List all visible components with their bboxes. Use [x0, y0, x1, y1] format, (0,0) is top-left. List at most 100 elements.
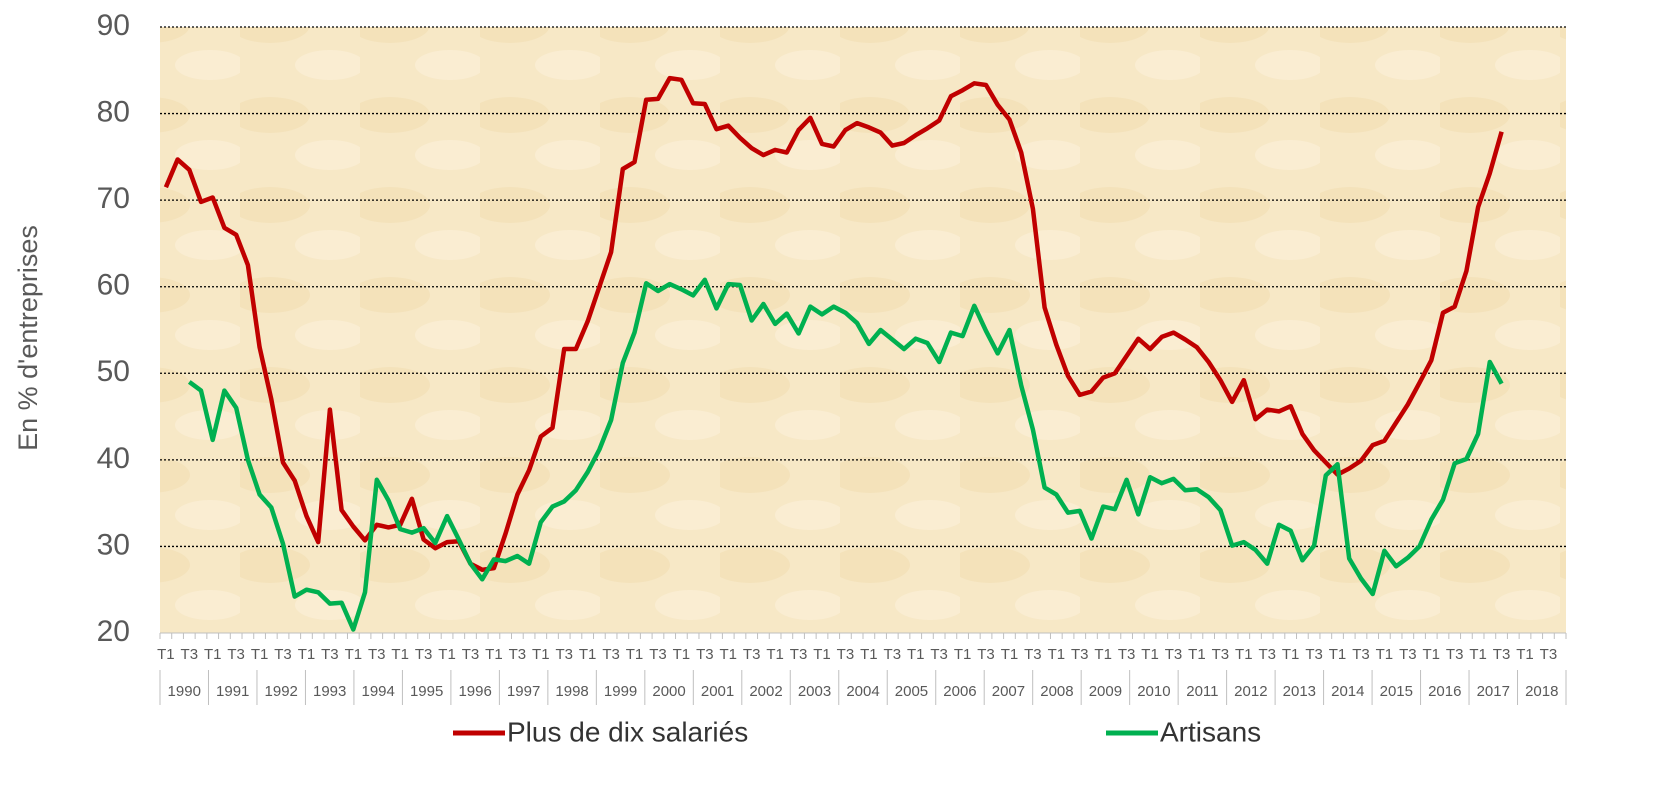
x-tick-label: T3	[1071, 646, 1089, 663]
x-tick-label: T3	[227, 646, 245, 663]
x-tick-label: T1	[298, 646, 316, 663]
x-tick-label: T3	[1024, 646, 1042, 663]
x-tick-label: T1	[720, 646, 738, 663]
x-tick-label: T3	[1446, 646, 1464, 663]
x-tick-label: T3	[368, 646, 386, 663]
year-label: 2017	[1477, 683, 1510, 700]
x-tick-label: T3	[1352, 646, 1370, 663]
y-tick-label: 50	[97, 355, 130, 388]
y-tick-label: 20	[97, 615, 130, 648]
year-label: 2007	[992, 683, 1025, 700]
x-tick-label: T1	[1235, 646, 1253, 663]
x-tick-label: T3	[1118, 646, 1136, 663]
x-tick-label: T1	[345, 646, 363, 663]
year-label: 2016	[1428, 683, 1461, 700]
x-tick-label: T1	[1376, 646, 1394, 663]
year-label: 1995	[410, 683, 443, 700]
x-tick-label: T1	[1188, 646, 1206, 663]
x-tick-label: T3	[790, 646, 808, 663]
x-tick-label: T1	[1048, 646, 1066, 663]
x-tick-label: T3	[181, 646, 199, 663]
x-tick-label: T1	[532, 646, 550, 663]
x-tick-label: T3	[743, 646, 761, 663]
x-tick-label: T1	[766, 646, 784, 663]
year-label: 2003	[798, 683, 831, 700]
x-tick-label: T1	[1329, 646, 1347, 663]
y-tick-label: 30	[97, 528, 130, 561]
x-tick-label: T1	[579, 646, 597, 663]
x-tick-label: T3	[977, 646, 995, 663]
year-label: 2005	[895, 683, 928, 700]
x-tick-label: T1	[1469, 646, 1487, 663]
y-tick-label: 80	[97, 95, 130, 128]
x-tick-label: T1	[1141, 646, 1159, 663]
y-tick-label: 40	[97, 442, 130, 475]
year-label: 1994	[361, 683, 394, 700]
legend-label: Artisans	[1160, 716, 1261, 747]
x-tick-label: T3	[1493, 646, 1511, 663]
x-tick-label: T1	[860, 646, 878, 663]
year-label: 2004	[846, 683, 879, 700]
year-label: 1998	[555, 683, 588, 700]
x-tick-label: T1	[204, 646, 222, 663]
y-tick-label: 90	[97, 9, 130, 42]
x-tick-label: T1	[813, 646, 831, 663]
x-tick-label: T1	[1516, 646, 1534, 663]
year-label: 2010	[1137, 683, 1170, 700]
x-tick-label: T3	[1305, 646, 1323, 663]
year-label: 1997	[507, 683, 540, 700]
x-tick-label: T1	[485, 646, 503, 663]
year-label: 1991	[216, 683, 249, 700]
x-tick-label: T1	[954, 646, 972, 663]
x-tick-label: T3	[837, 646, 855, 663]
x-tick-label: T1	[1001, 646, 1019, 663]
x-tick-label: T3	[274, 646, 292, 663]
year-label: 2001	[701, 683, 734, 700]
year-label: 1999	[604, 683, 637, 700]
x-tick-label: T3	[415, 646, 433, 663]
x-tick-label: T1	[1094, 646, 1112, 663]
x-tick-label: T3	[649, 646, 667, 663]
x-tick-label: T1	[673, 646, 691, 663]
year-label: 1990	[168, 683, 201, 700]
x-tick-label: T3	[696, 646, 714, 663]
series-line	[163, 75, 1504, 573]
year-label: 2013	[1283, 683, 1316, 700]
year-label: 2006	[943, 683, 976, 700]
year-label: 2012	[1234, 683, 1267, 700]
y-tick-label: 60	[97, 269, 130, 302]
x-tick-label: T3	[1258, 646, 1276, 663]
x-tick-label: T1	[1282, 646, 1300, 663]
x-tick-label: T3	[1212, 646, 1230, 663]
year-label: 2008	[1040, 683, 1073, 700]
x-tick-label: T1	[1423, 646, 1441, 663]
x-tick-label: T3	[1399, 646, 1417, 663]
x-tick-label: T1	[438, 646, 456, 663]
series-line	[187, 277, 1504, 632]
x-tick-label: T3	[509, 646, 527, 663]
x-tick-label: T1	[391, 646, 409, 663]
year-label: 2000	[652, 683, 685, 700]
x-tick-label: T3	[1540, 646, 1558, 663]
year-label: 2018	[1525, 683, 1558, 700]
year-label: 1992	[265, 683, 298, 700]
x-tick-label: T1	[626, 646, 644, 663]
year-label: 1996	[458, 683, 491, 700]
year-label: 2014	[1331, 683, 1364, 700]
x-tick-label: T3	[321, 646, 339, 663]
legend-label: Plus de dix salariés	[507, 716, 748, 747]
y-axis-label: En % d'entreprises	[13, 225, 43, 451]
year-label: 2015	[1380, 683, 1413, 700]
year-label: 1993	[313, 683, 346, 700]
year-label: 2002	[749, 683, 782, 700]
year-label: 2009	[1089, 683, 1122, 700]
x-tick-label: T3	[462, 646, 480, 663]
x-tick-label: T1	[251, 646, 269, 663]
x-tick-label: T1	[907, 646, 925, 663]
x-tick-label: T3	[1165, 646, 1183, 663]
x-tick-label: T3	[602, 646, 620, 663]
x-tick-label: T3	[930, 646, 948, 663]
y-tick-label: 70	[97, 182, 130, 215]
x-tick-label: T1	[157, 646, 175, 663]
